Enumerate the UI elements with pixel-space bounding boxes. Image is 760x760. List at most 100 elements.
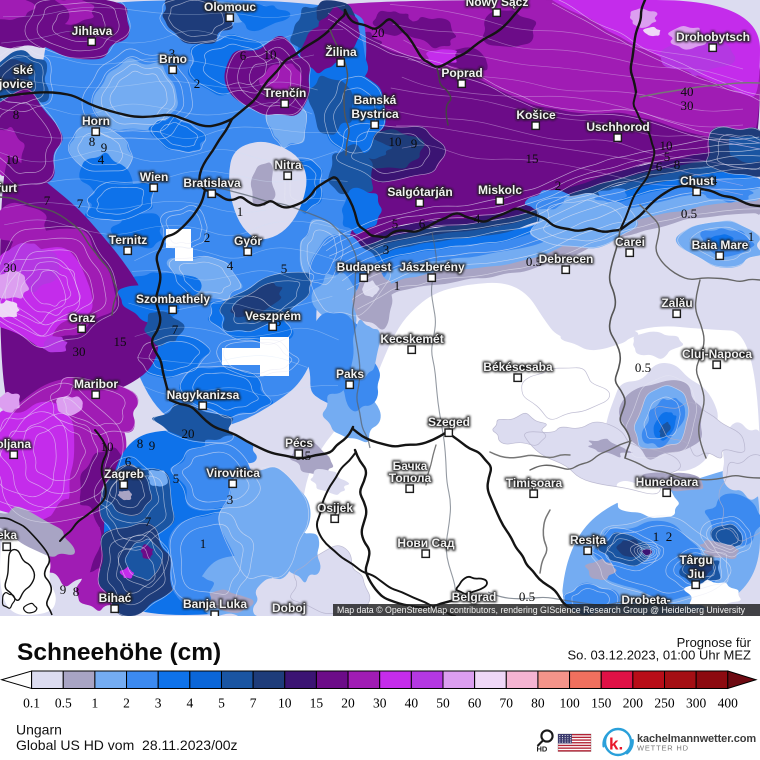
svg-text:40: 40: [405, 695, 419, 710]
svg-text:15: 15: [526, 151, 539, 166]
svg-text:8: 8: [13, 107, 20, 122]
svg-text:400: 400: [718, 695, 739, 710]
svg-text:Drobeta-: Drobeta-: [621, 593, 670, 607]
svg-text:Belgrad: Belgrad: [452, 590, 497, 604]
svg-text:6: 6: [656, 159, 663, 174]
svg-text:20: 20: [182, 426, 195, 441]
svg-text:7: 7: [172, 322, 179, 337]
svg-text:Olomouc: Olomouc: [204, 0, 256, 14]
svg-text:250: 250: [654, 695, 675, 710]
svg-text:Drohobytsch: Drohobytsch: [676, 30, 750, 44]
svg-text:40: 40: [681, 84, 694, 99]
svg-text:8: 8: [89, 134, 96, 149]
svg-text:Schneehöhe (cm): Schneehöhe (cm): [17, 639, 221, 666]
svg-text:0.5: 0.5: [526, 254, 542, 269]
svg-text:Resița: Resița: [570, 533, 606, 547]
svg-text:Ternitz: Ternitz: [109, 233, 147, 247]
svg-text:k.: k.: [609, 735, 623, 754]
svg-text:50: 50: [436, 695, 450, 710]
svg-text:Zalău: Zalău: [661, 296, 692, 310]
svg-text:Paks: Paks: [336, 367, 364, 381]
svg-text:300: 300: [686, 695, 707, 710]
svg-text:Resița: Resița: [570, 533, 606, 547]
svg-text:2: 2: [194, 76, 201, 91]
svg-text:Baia Mare: Baia Mare: [692, 238, 749, 252]
svg-text:Békéscsaba: Békéscsaba: [483, 360, 553, 374]
svg-text:Bihać: Bihać: [99, 591, 132, 605]
svg-text:60: 60: [468, 695, 482, 710]
svg-text:10: 10: [389, 134, 402, 149]
svg-text:Bratislava: Bratislava: [183, 176, 241, 190]
svg-text:Nowy Sącz: Nowy Sącz: [466, 0, 529, 9]
svg-text:Ternitz: Ternitz: [109, 233, 147, 247]
svg-text:Bystrica: Bystrica: [351, 107, 399, 121]
svg-text:Wien: Wien: [140, 170, 169, 184]
svg-text:Nagykanizsa: Nagykanizsa: [167, 388, 240, 402]
svg-text:Nitra: Nitra: [274, 158, 302, 172]
svg-text:Poprad: Poprad: [441, 66, 482, 80]
svg-text:2: 2: [123, 695, 130, 710]
svg-text:1: 1: [394, 278, 401, 293]
svg-text:0.5: 0.5: [681, 206, 697, 221]
svg-text:Hunedoara: Hunedoara: [636, 475, 699, 489]
svg-text:Kecskemét: Kecskemét: [380, 332, 443, 346]
svg-text:Olomouc: Olomouc: [204, 0, 256, 14]
svg-text:100: 100: [559, 695, 580, 710]
svg-text:Szeged: Szeged: [428, 415, 470, 429]
svg-text:1: 1: [237, 204, 244, 219]
svg-text:Győr: Győr: [234, 234, 262, 248]
svg-text:ské: ské: [13, 63, 33, 77]
svg-text:10: 10: [278, 695, 292, 710]
svg-text:Ungarn: Ungarn: [16, 722, 62, 738]
svg-text:2: 2: [555, 178, 562, 193]
svg-text:5: 5: [392, 216, 399, 231]
svg-text:Нови Сад: Нови Сад: [397, 536, 455, 550]
svg-text:Pécs: Pécs: [285, 436, 313, 450]
svg-text:Békéscsaba: Békéscsaba: [483, 360, 553, 374]
svg-text:So. 03.12.2023, 01:00 Uhr MEZ: So. 03.12.2023, 01:00 Uhr MEZ: [567, 648, 751, 663]
svg-text:6: 6: [419, 216, 426, 231]
svg-text:Бачка: Бачка: [393, 459, 428, 473]
svg-text:Топола: Топола: [389, 471, 432, 485]
svg-text:6: 6: [240, 48, 247, 63]
svg-text:Banská: Banská: [354, 93, 397, 107]
svg-text:Zalău: Zalău: [661, 296, 692, 310]
svg-text:10: 10: [101, 439, 114, 454]
svg-text:150: 150: [591, 695, 612, 710]
svg-text:4: 4: [98, 152, 105, 167]
svg-text:Horn: Horn: [82, 114, 110, 128]
svg-text:Uschhorod: Uschhorod: [586, 120, 649, 134]
svg-text:Bystrica: Bystrica: [351, 107, 399, 121]
svg-text:kachelmannwetter.com: kachelmannwetter.com: [637, 733, 756, 745]
svg-text:5: 5: [281, 261, 288, 276]
svg-text:30: 30: [373, 695, 387, 710]
svg-text:20: 20: [372, 25, 385, 40]
svg-text:Maribor: Maribor: [74, 377, 118, 391]
svg-text:Bratislava: Bratislava: [183, 176, 241, 190]
svg-text:9: 9: [60, 582, 67, 597]
svg-text:Kecskemét: Kecskemét: [380, 332, 443, 346]
svg-text:Jászberény: Jászberény: [399, 260, 465, 274]
svg-text:Cluj-Napoca: Cluj-Napoca: [682, 347, 752, 361]
svg-text:6: 6: [125, 454, 132, 469]
svg-text:Žilina: Žilina: [325, 44, 357, 59]
svg-text:5: 5: [218, 695, 225, 710]
svg-text:jovice: jovice: [0, 77, 33, 91]
svg-text:0.5: 0.5: [635, 360, 651, 375]
svg-text:Chust: Chust: [680, 174, 714, 188]
svg-text:Timișoara: Timișoara: [506, 476, 563, 490]
svg-text:Nitra: Nitra: [274, 158, 302, 172]
svg-text:Paks: Paks: [336, 367, 364, 381]
svg-text:Doboj: Doboj: [272, 601, 306, 615]
svg-text:Belgrad: Belgrad: [452, 590, 497, 604]
svg-text:Brno: Brno: [159, 52, 187, 66]
svg-text:Bihać: Bihać: [99, 591, 132, 605]
svg-text:ské: ské: [13, 63, 33, 77]
svg-text:Győr: Győr: [234, 234, 262, 248]
svg-text:15: 15: [114, 334, 127, 349]
svg-text:10: 10: [264, 47, 277, 62]
svg-text:5: 5: [664, 149, 671, 164]
svg-text:Carei: Carei: [615, 235, 645, 249]
svg-text:1: 1: [92, 695, 99, 710]
svg-text:4: 4: [186, 695, 193, 710]
